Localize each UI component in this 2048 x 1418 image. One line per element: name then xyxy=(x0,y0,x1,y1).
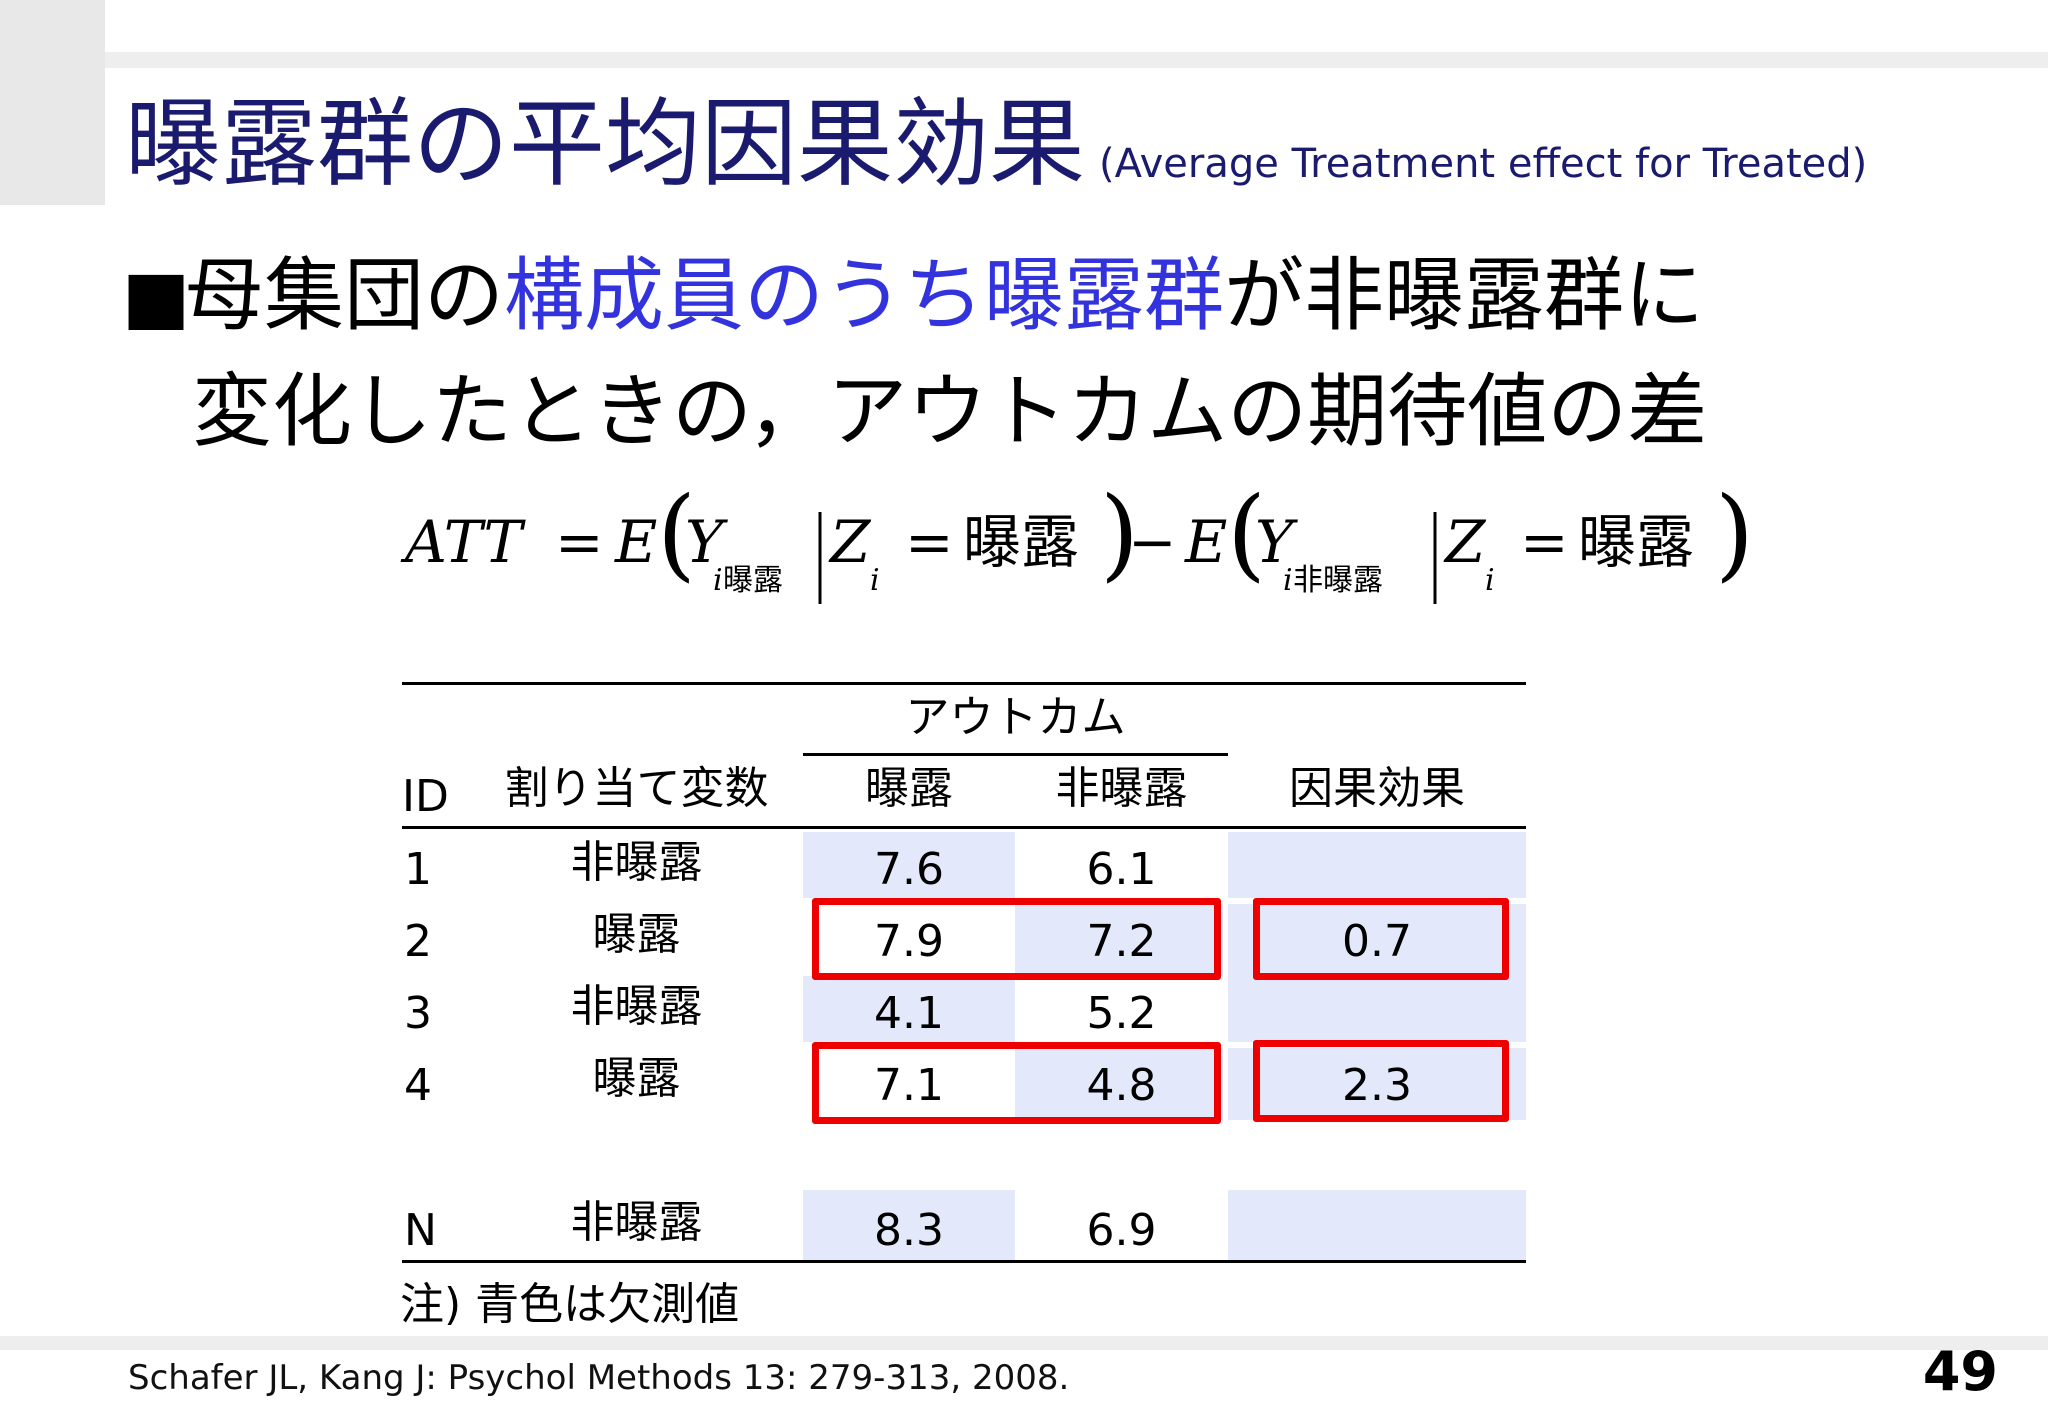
column-header-causal-effect: 因果効果 xyxy=(1289,763,1465,814)
formula-value-exposed-2: 曝露 xyxy=(1578,508,1694,576)
formula-subscript-nonexposed: 非曝露 xyxy=(1293,563,1383,598)
row-2-nonexposed: 7.2 xyxy=(1086,916,1157,967)
row-n-exposed: 8.3 xyxy=(874,1205,944,1256)
formula-z-1: Z xyxy=(828,508,872,576)
missing-cell xyxy=(1015,1048,1223,1120)
table-bottom-rule xyxy=(402,1260,1526,1263)
formula-paren-open-2: ( xyxy=(1227,475,1266,592)
missing-cell xyxy=(1015,904,1223,976)
row-1-nonexposed: 6.1 xyxy=(1086,844,1157,895)
row-4-effect: 2.3 xyxy=(1342,1060,1412,1111)
slide-title-subtitle: (Average Treatment effect for Treated) xyxy=(1099,141,1868,187)
row-2-assignment: 曝露 xyxy=(592,909,681,960)
formula-value-exposed-1: 曝露 xyxy=(963,508,1079,576)
missing-cell xyxy=(1228,1048,1526,1120)
formula-equals-2: = xyxy=(905,508,954,576)
row-1-exposed: 7.6 xyxy=(874,844,944,895)
formula-z-subscript-1: i xyxy=(870,563,880,598)
formula-y-1: Y xyxy=(685,508,728,576)
column-header-nonexposed: 非曝露 xyxy=(1055,763,1188,814)
row-1-id: 1 xyxy=(404,844,432,895)
column-header-id: ID xyxy=(402,771,449,822)
formula-expectation-2: E xyxy=(1184,508,1227,576)
column-header-assignment: 割り当て変数 xyxy=(504,763,769,814)
highlight-box-row-2-outcomes xyxy=(812,898,1221,980)
table-note: 注) 青色は欠測値 xyxy=(400,1279,740,1330)
row-4-nonexposed: 4.8 xyxy=(1086,1060,1157,1111)
bullet-text-prefix: 母集団の xyxy=(184,249,504,342)
formula-z-2: Z xyxy=(1443,508,1487,576)
row-n-nonexposed: 6.9 xyxy=(1086,1205,1157,1256)
formula-subscript-i-1: i xyxy=(713,563,723,598)
missing-cell xyxy=(803,832,1015,898)
missing-cell xyxy=(1228,904,1526,976)
formula-paren-close-2: ) xyxy=(1715,475,1754,592)
bullet-text-suffix: が非曝露群に xyxy=(1224,249,1704,342)
highlight-box-row-2-effect xyxy=(1253,898,1509,980)
row-4-id: 4 xyxy=(404,1060,432,1111)
highlight-box-row-4-effect xyxy=(1253,1040,1509,1122)
row-1-assignment: 非曝露 xyxy=(570,837,703,888)
row-n-assignment: 非曝露 xyxy=(570,1197,703,1248)
row-2-id: 2 xyxy=(404,916,432,967)
row-n-id: N xyxy=(404,1205,437,1256)
table-top-rule xyxy=(402,682,1526,685)
outcome-header: アウトカム xyxy=(905,692,1126,743)
page-number: 49 xyxy=(1922,1340,1998,1403)
bullet-point: ■母集団の構成員のうち曝露群が非曝露群に 変化したときの，アウトカムの期待値の差 xyxy=(122,238,2002,470)
square-bullet-icon: ■ xyxy=(122,254,191,338)
decorative-corner-block xyxy=(0,0,105,205)
missing-cell xyxy=(1228,832,1526,898)
row-2-exposed: 7.9 xyxy=(874,916,944,967)
row-4-exposed: 7.1 xyxy=(874,1060,944,1111)
formula-paren-open-1: ( xyxy=(657,475,696,592)
formula-z-subscript-2: i xyxy=(1485,563,1495,598)
formula-minus: − xyxy=(1128,508,1177,576)
row-4-assignment: 曝露 xyxy=(592,1053,681,1104)
footer-divider-bar xyxy=(0,1336,2048,1350)
missing-cell xyxy=(1228,1190,1526,1260)
att-formula: ATT = E ( Y i 曝露 Z i = 曝露 ) − E ( Y i 非曝… xyxy=(400,475,1765,622)
slide-title: 曝露群の平均因果効果 (Average Treatment effect for … xyxy=(125,66,1867,205)
row-3-assignment: 非曝露 xyxy=(570,981,703,1032)
bullet-text-line2: 変化したときの，アウトカムの期待値の差 xyxy=(192,365,1708,458)
row-3-id: 3 xyxy=(404,988,432,1039)
formula-subscript-i-2: i xyxy=(1283,563,1293,598)
bullet-text-highlight: 構成員のうち曝露群 xyxy=(504,249,1224,342)
row-2-effect: 0.7 xyxy=(1342,916,1412,967)
highlight-box-row-4-outcomes xyxy=(812,1042,1221,1124)
formula-paren-close-1: ) xyxy=(1100,475,1139,592)
missing-cell xyxy=(803,1190,1015,1260)
missing-cell xyxy=(803,976,1015,1042)
formula-equals-1: = xyxy=(555,508,604,576)
table-header-rule xyxy=(402,826,1526,829)
citation: Schafer JL, Kang J: Psychol Methods 13: … xyxy=(128,1358,1070,1398)
row-3-exposed: 4.1 xyxy=(874,988,944,1039)
formula-equals-3: = xyxy=(1520,508,1569,576)
missing-cell xyxy=(1228,976,1526,1042)
title-divider-bar xyxy=(105,52,2048,68)
outcome-header-rule xyxy=(803,753,1228,756)
formula-expectation-1: E xyxy=(614,508,657,576)
slide-title-main: 曝露群の平均因果効果 xyxy=(125,88,1085,200)
row-3-nonexposed: 5.2 xyxy=(1086,988,1157,1039)
column-header-exposed: 曝露 xyxy=(865,763,953,814)
formula-subscript-exposed: 曝露 xyxy=(723,563,783,598)
formula-att: ATT xyxy=(400,508,526,576)
formula-y-2: Y xyxy=(1255,508,1298,576)
